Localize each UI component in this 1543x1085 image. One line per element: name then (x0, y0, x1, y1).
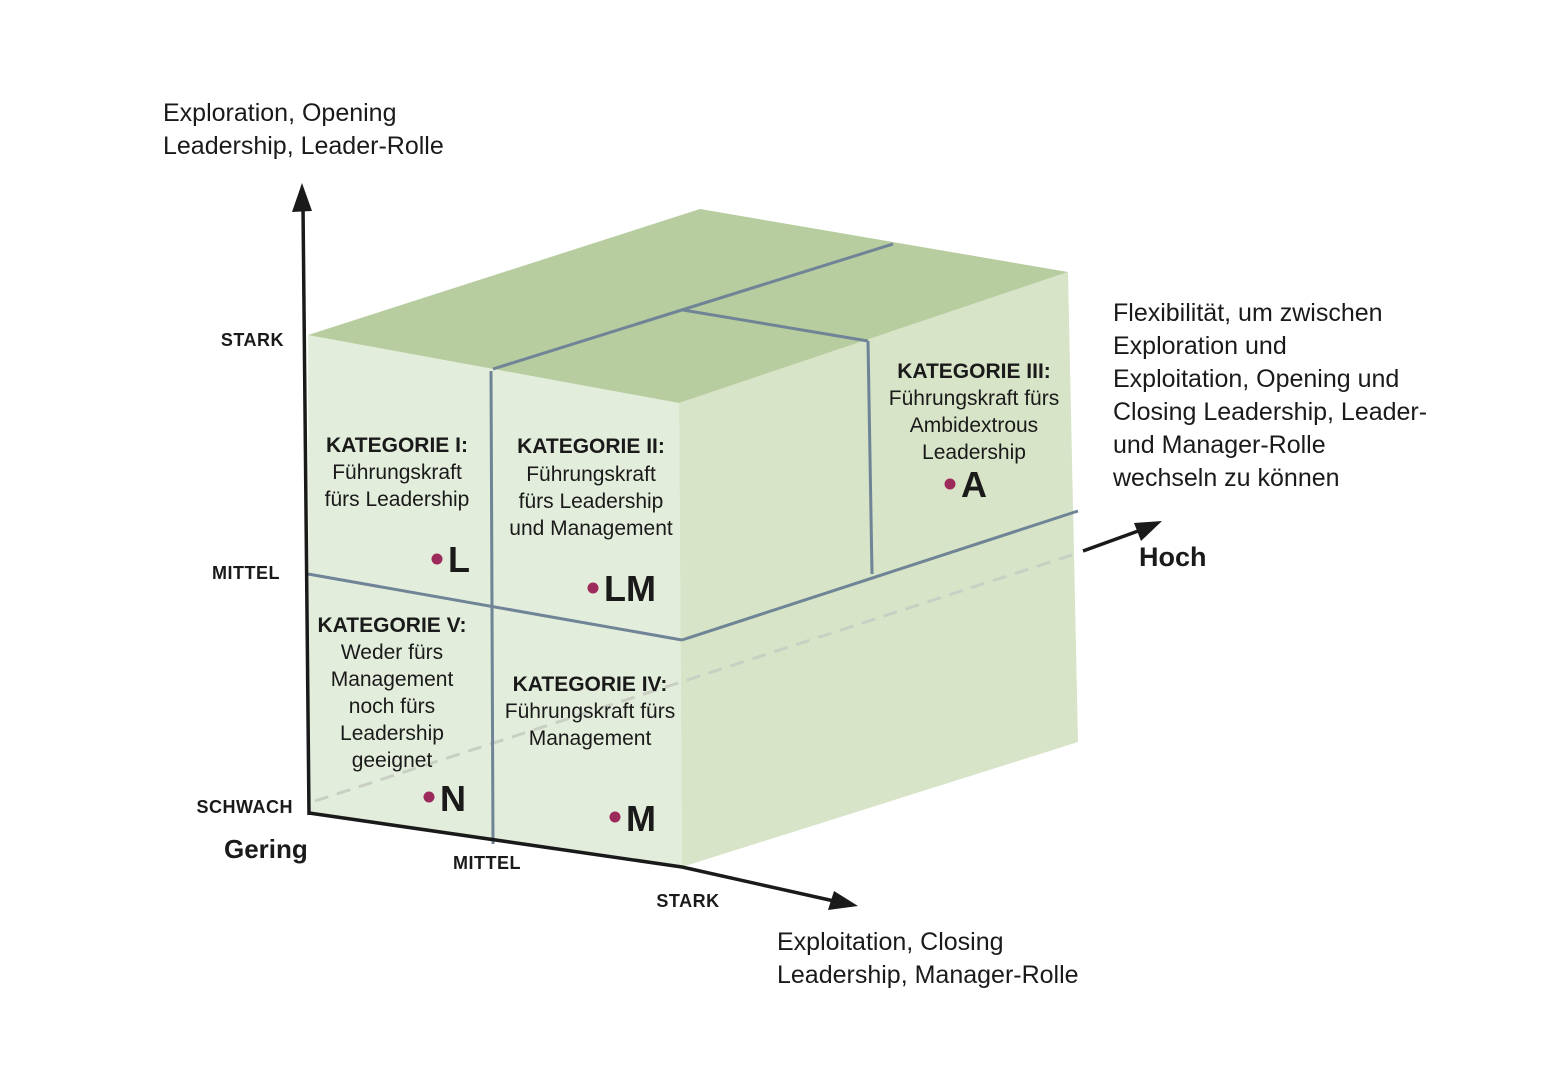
y-tick-stark: STARK (221, 330, 284, 350)
kategorie-3-line1: Führungskraft fürs (889, 387, 1059, 410)
z-axis-title-line3: Exploitation, Opening und (1113, 365, 1399, 393)
kategorie-1-line1: Führungskraft (332, 461, 462, 484)
kategorie-5-line5: geeignet (352, 749, 433, 772)
x-axis-title-line2: Leadership, Manager-Rolle (777, 961, 1079, 989)
z-axis-title-line5: und Manager-Rolle (1113, 431, 1326, 459)
point-label-M: M (626, 798, 656, 839)
top-face-depth-divider (492, 242, 894, 371)
front-face-mittel-divider (307, 572, 683, 642)
z-axis-title-line4: Closing Leadership, Leader- (1113, 398, 1427, 426)
y-axis-arrowhead-icon (292, 183, 312, 212)
cube-top-face (308, 209, 1068, 403)
kategorie-2-line1: Führungskraft (526, 463, 656, 486)
point-dot-A (944, 478, 956, 490)
z-axis-line (1082, 528, 1142, 553)
y-axis-line (301, 205, 311, 816)
z-axis-arrowhead-icon (1134, 521, 1162, 541)
kategorie-2-line3: und Management (509, 517, 673, 540)
x-tick-mittel: MITTEL (453, 853, 521, 873)
right-face-mittel-divider (681, 509, 1079, 642)
kategorie-3-line2: Ambidextrous (910, 414, 1038, 437)
kategorie-1-title: KATEGORIE I: (326, 434, 468, 457)
kategorie-4-line1: Führungskraft fürs (505, 700, 675, 723)
cube-front-face (308, 335, 682, 867)
y-tick-mittel: MITTEL (212, 563, 280, 583)
z-axis-title-line1: Flexibilität, um zwischen (1113, 299, 1383, 327)
point-dot-M (609, 811, 621, 823)
cube-right-face (679, 272, 1078, 867)
top-face-middepth-divider (682, 308, 869, 343)
kategorie-5-line1: Weder fürs (341, 641, 443, 664)
right-face-vertical-divider (866, 340, 874, 575)
y-axis-title-line2: Leadership, Leader-Rolle (163, 132, 444, 160)
z-axis-title-line2: Exploration und (1113, 332, 1287, 360)
y-tick-schwach: SCHWACH (197, 797, 294, 817)
point-label-A: A (961, 464, 987, 505)
flexibility-dashed-line (314, 551, 1079, 803)
z-axis-title-line6: wechseln zu können (1112, 464, 1340, 492)
kategorie-5-line2: Management (331, 668, 454, 691)
y-axis-title-line1: Exploration, Opening (163, 99, 396, 127)
kategorie-1-line2: fürs Leadership (325, 488, 470, 511)
point-dot-L (431, 553, 443, 565)
point-label-LM: LM (604, 568, 656, 609)
x-origin-label-gering: Gering (224, 834, 308, 864)
kategorie-5-line4: Leadership (340, 722, 444, 745)
kategorie-3-title: KATEGORIE III: (897, 360, 1051, 383)
kategorie-4-title: KATEGORIE IV: (513, 673, 668, 696)
x-axis-arrowhead-icon (828, 891, 858, 910)
point-label-L: L (448, 539, 470, 580)
kategorie-3-line3: Leadership (922, 441, 1026, 464)
point-label-N: N (440, 778, 466, 819)
point-dot-N (423, 791, 435, 803)
kategorie-4-line2: Management (529, 727, 652, 750)
kategorie-5-line3: noch fürs (349, 695, 435, 718)
kategorie-5-title: KATEGORIE V: (318, 614, 467, 637)
x-tick-stark: STARK (656, 891, 719, 911)
kategorie-2-line2: fürs Leadership (519, 490, 664, 513)
kategorie-2-title: KATEGORIE II: (517, 435, 665, 458)
z-end-label-hoch: Hoch (1139, 542, 1207, 572)
x-axis-title-line1: Exploitation, Closing (777, 928, 1004, 956)
point-dot-LM (587, 582, 599, 594)
x-axis-line (308, 811, 835, 903)
